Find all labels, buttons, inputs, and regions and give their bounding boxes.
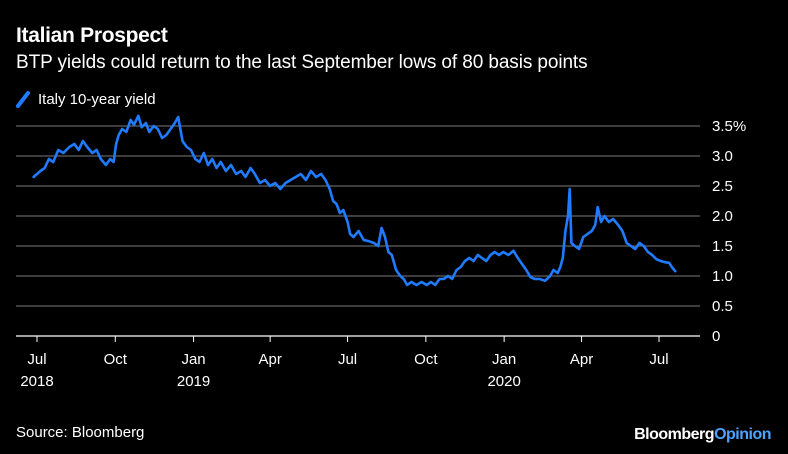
x-tick-label: Jul — [649, 351, 668, 368]
x-tick-label: Apr — [258, 351, 281, 368]
x-tick-year-label: 2018 — [20, 373, 53, 390]
series-line-italy-10-year-yield — [32, 114, 677, 287]
x-tick-label: Oct — [414, 351, 438, 368]
logo-part-bloomberg: Bloomberg — [634, 426, 715, 443]
x-tick-year-label: 2019 — [177, 373, 210, 390]
y-axis-labels: 3.5% 3.0 2.5 2.0 1.5 1.0 0.5 0 — [712, 118, 746, 345]
x-tick-label: Jul — [338, 351, 357, 368]
bloomberg-opinion-logo: BloombergOpinion — [634, 426, 771, 444]
x-tick-label: Jan — [181, 351, 205, 368]
series-layer — [32, 114, 677, 287]
legend-label: Italy 10-year yield — [38, 90, 156, 108]
x-tick-label: Oct — [104, 351, 128, 368]
gridlines — [16, 125, 700, 337]
legend-line-icon — [16, 90, 30, 108]
legend: Italy 10-year yield — [16, 90, 156, 108]
y-tick-label: 2.0 — [712, 208, 733, 225]
y-tick-label: 0.5 — [712, 298, 733, 315]
chart-title: Italian Prospect — [16, 24, 168, 47]
chart-subtitle: BTP yields could return to the last Sept… — [16, 52, 588, 73]
y-tick-label: 3.0 — [712, 148, 733, 165]
x-tick-year-label: 2020 — [487, 373, 520, 390]
x-axis: Jul 2018 Oct Jan 2019 Apr Jul Oct Jan 2020 Apr Jul — [20, 336, 669, 390]
source-note: Source: Bloomberg — [16, 424, 145, 441]
y-tick-label: 3.5% — [712, 118, 746, 135]
y-tick-label: 1.5 — [712, 238, 733, 255]
x-tick-label: Apr — [570, 351, 593, 368]
x-tick-label: Jul — [27, 351, 46, 368]
y-tick-label: 1.0 — [712, 268, 733, 285]
y-tick-label: 2.5 — [712, 178, 733, 195]
x-tick-label: Jan — [492, 351, 516, 368]
logo-part-opinion: Opinion — [714, 426, 771, 443]
y-tick-label: 0 — [712, 328, 720, 345]
